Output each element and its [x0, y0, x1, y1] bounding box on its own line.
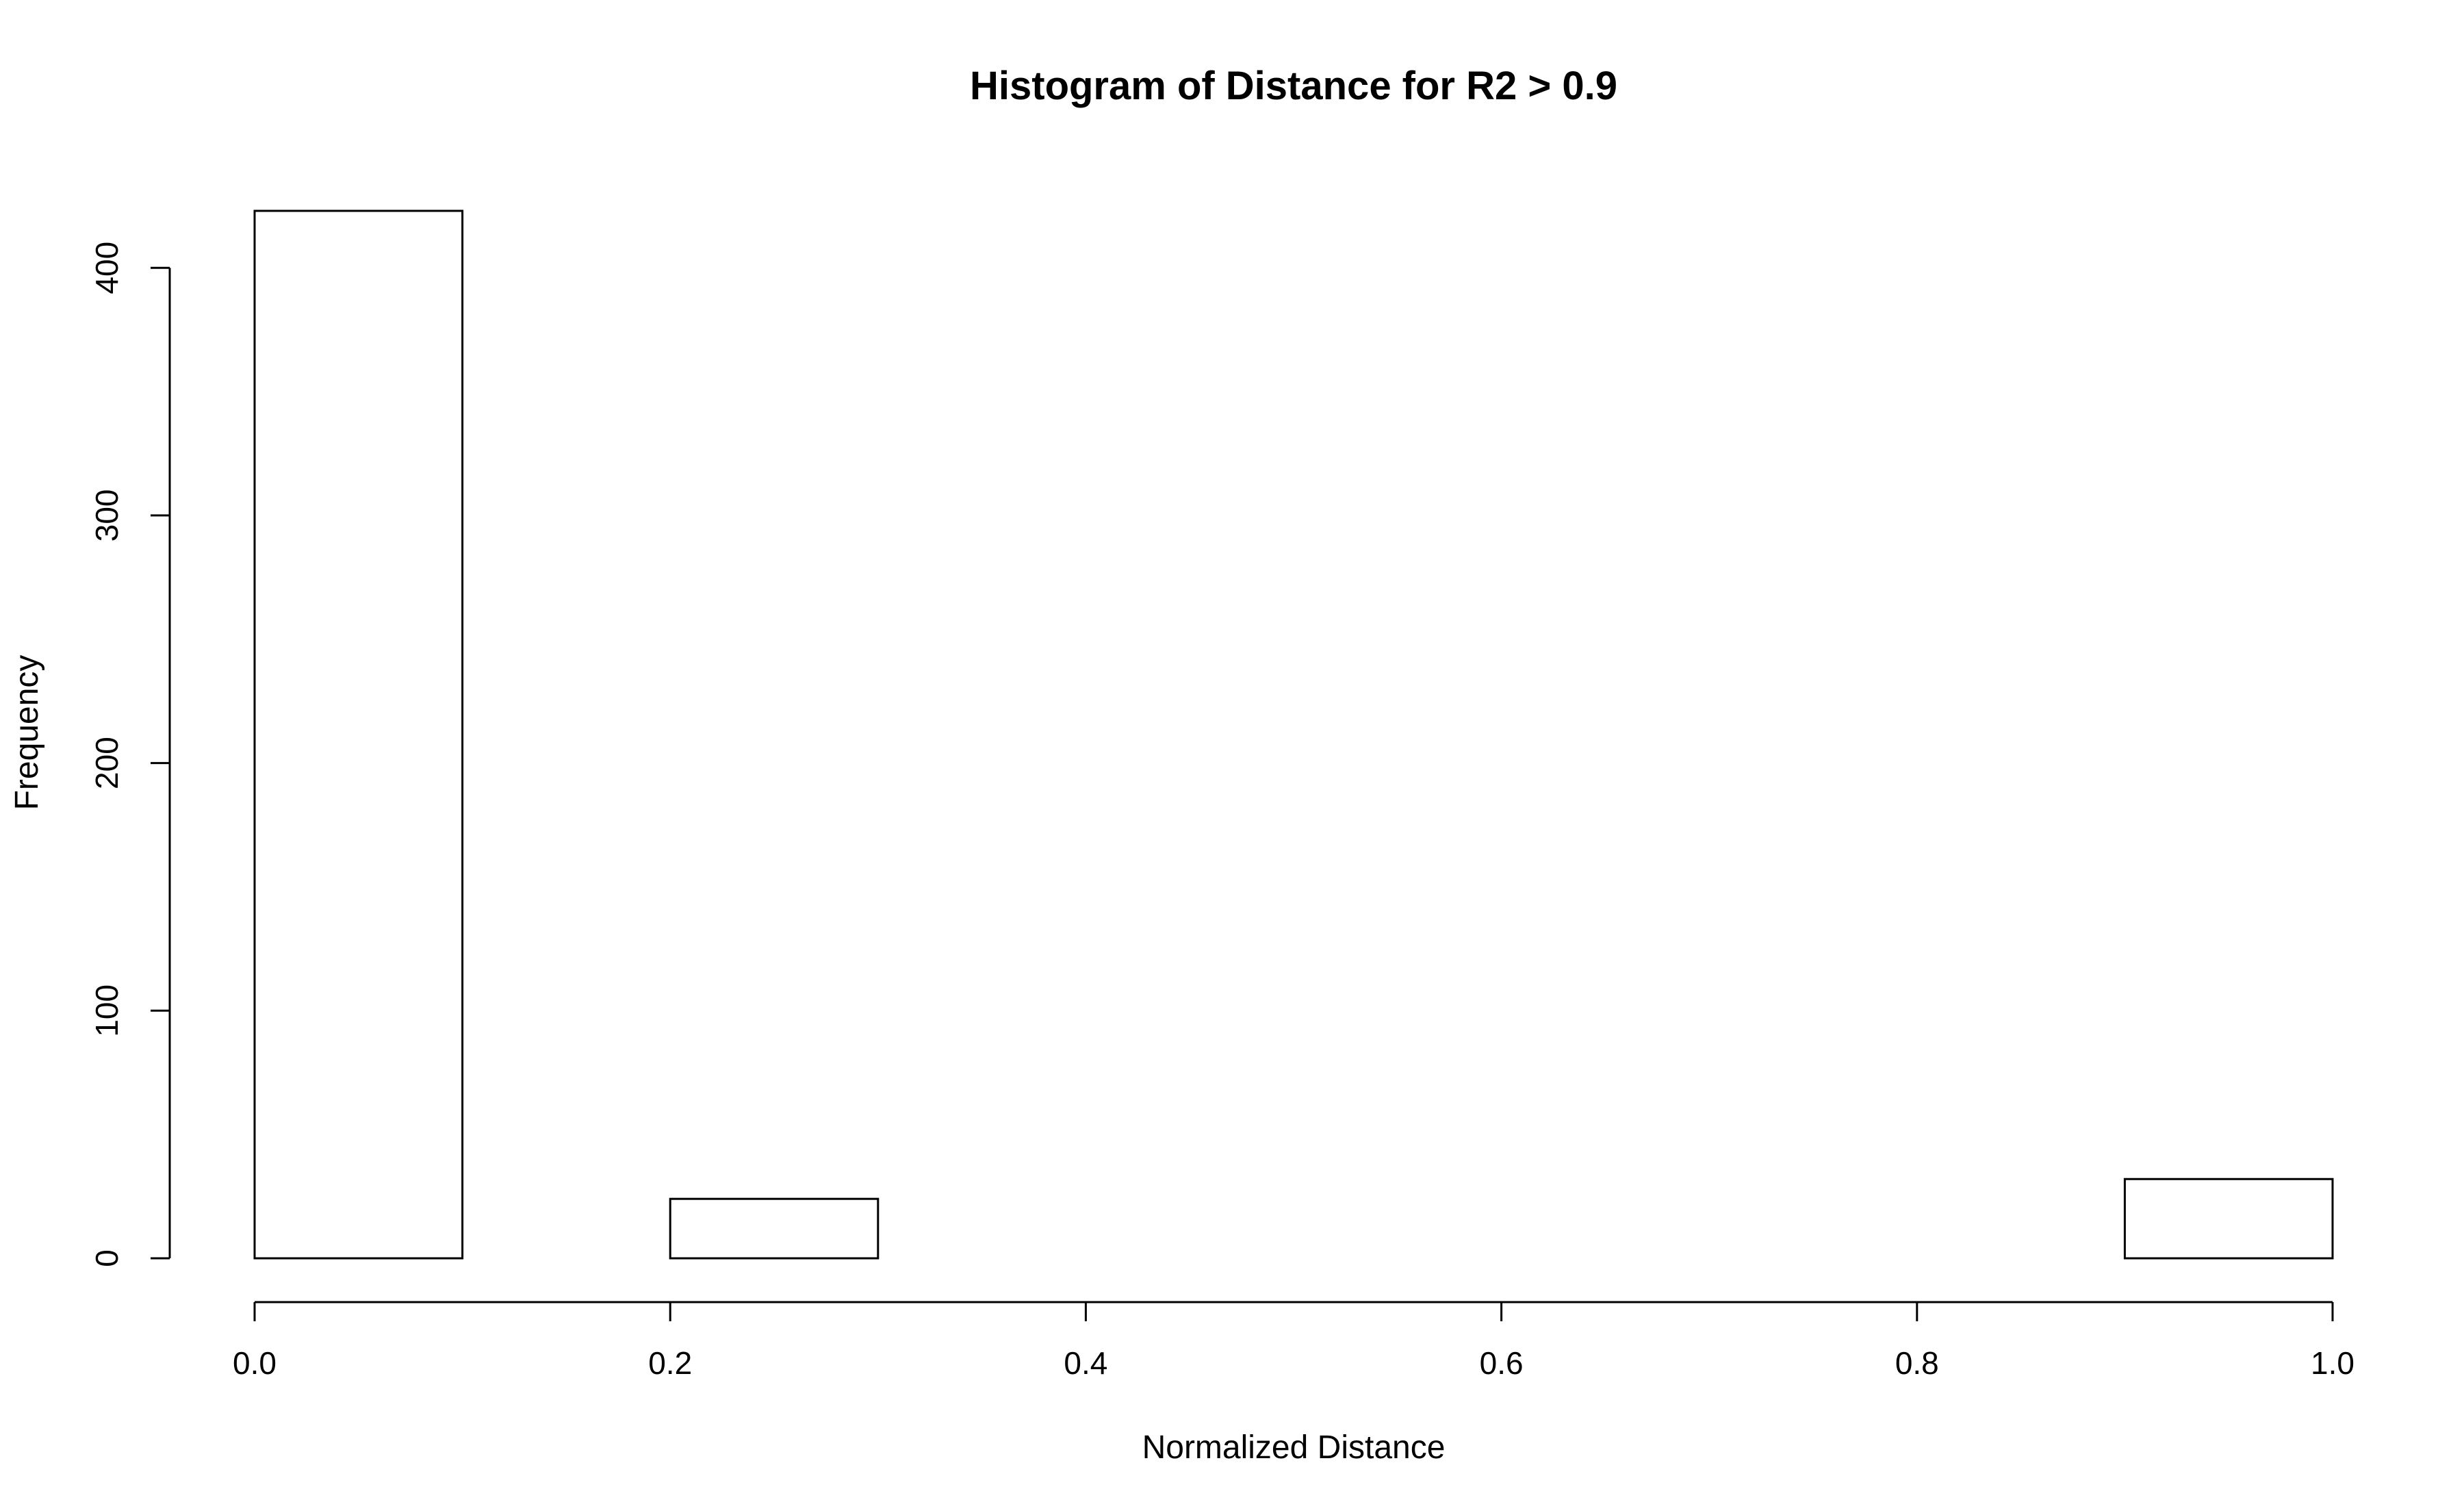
x-tick-label-3: 0.6 — [1480, 1345, 1524, 1381]
x-tick-label-5: 1.0 — [2311, 1345, 2354, 1381]
x-tick-label-4: 0.8 — [1895, 1345, 1939, 1381]
histogram-bar-0 — [253, 209, 464, 1260]
y-axis-label: Frequency — [9, 655, 45, 811]
y-tick-label-0: 0 — [89, 1249, 125, 1267]
y-tick-label-1: 100 — [89, 984, 125, 1037]
y-axis: 0 100 200 300 400 — [89, 242, 171, 1267]
x-tick-label-2: 0.4 — [1064, 1345, 1107, 1381]
histogram-bar-9 — [2123, 1178, 2334, 1260]
y-tick-label-3: 300 — [89, 489, 125, 542]
x-axis: 0.0 0.2 0.4 0.6 0.8 1.0 — [233, 1301, 2354, 1381]
histogram-bar-2 — [669, 1197, 880, 1260]
x-axis-label: Normalized Distance — [1142, 1429, 1446, 1466]
bars-group — [253, 209, 2334, 1260]
x-tick-label-1: 0.2 — [648, 1345, 692, 1381]
y-tick-label-4: 400 — [89, 242, 125, 294]
chart-title: Histogram of Distance for R2 > 0.9 — [970, 64, 1617, 108]
y-tick-label-2: 200 — [89, 737, 125, 789]
x-tick-label-0: 0.0 — [233, 1345, 277, 1381]
